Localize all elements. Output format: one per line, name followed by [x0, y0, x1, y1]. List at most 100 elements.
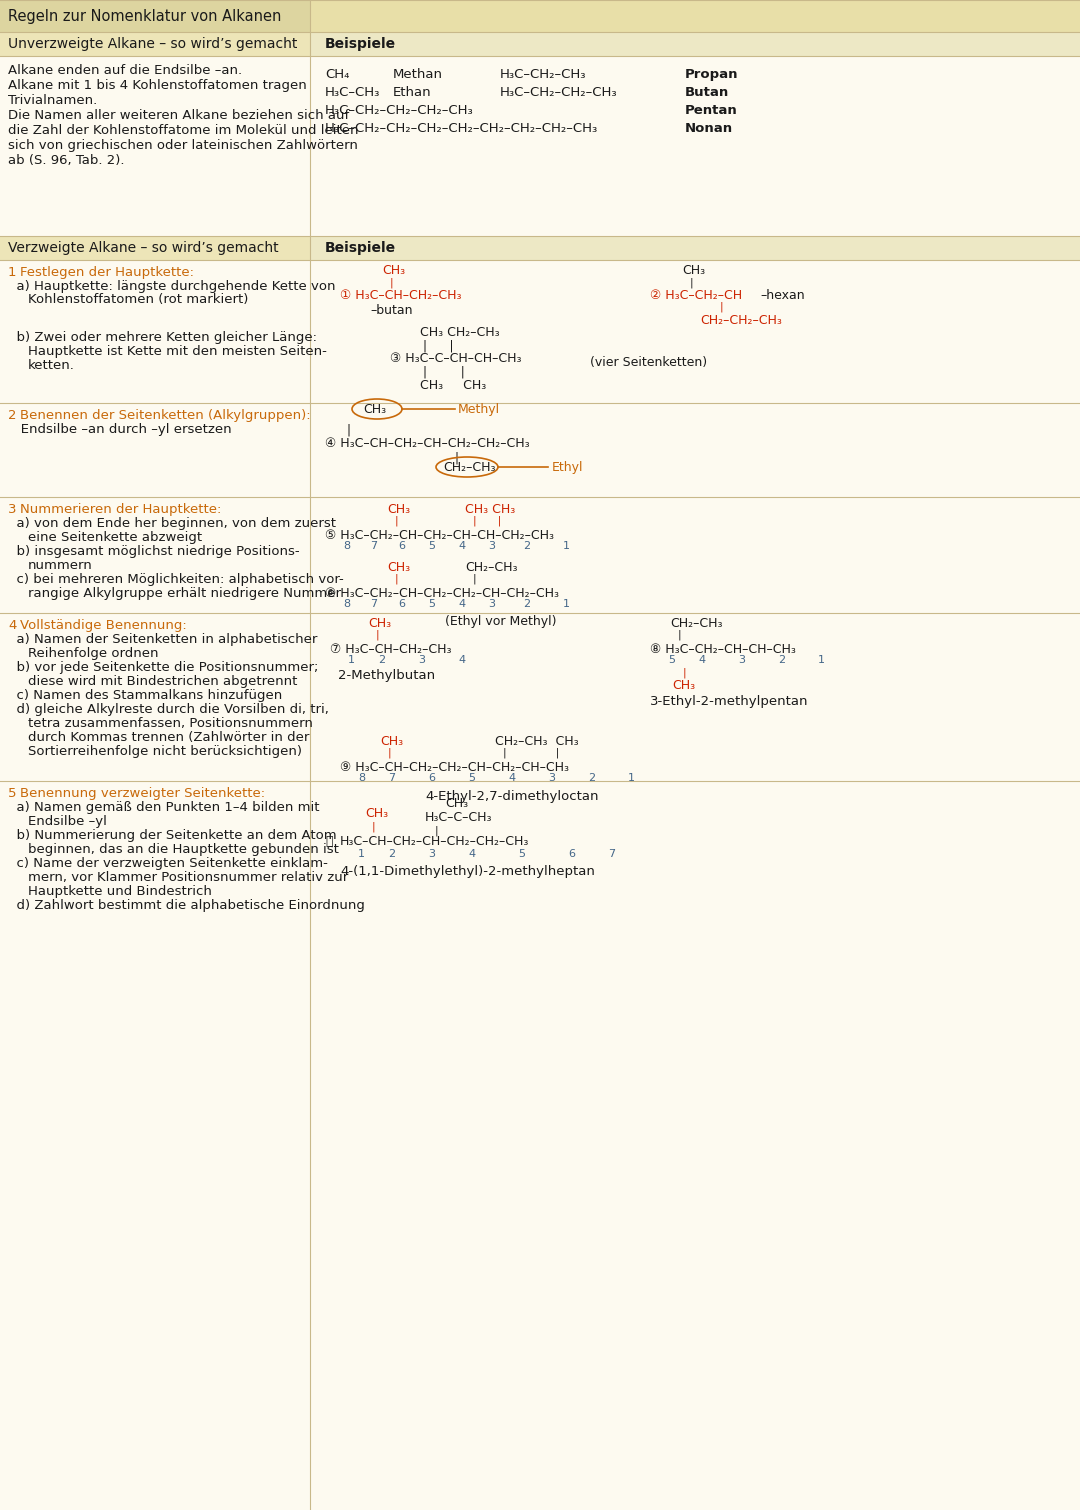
Text: a) Namen der Seitenketten in alphabetischer: a) Namen der Seitenketten in alphabetisc…	[8, 633, 318, 646]
Text: |      |: | |	[423, 340, 454, 352]
Text: a) von dem Ende her beginnen, von dem zuerst: a) von dem Ende her beginnen, von dem zu…	[8, 516, 336, 530]
Text: a) Hauptkette: längste durchgehende Kette von: a) Hauptkette: längste durchgehende Kett…	[8, 279, 336, 293]
Text: |: |	[388, 747, 392, 758]
Text: Trivialnamen.: Trivialnamen.	[8, 94, 97, 107]
Text: |: |	[435, 824, 438, 835]
Text: 2: 2	[778, 655, 785, 664]
Bar	[0, 0, 1080, 32]
Text: |: |	[395, 574, 399, 584]
Text: –butan: –butan	[370, 304, 413, 317]
Text: |: |	[390, 276, 393, 287]
Text: –hexan: –hexan	[760, 288, 805, 302]
Text: durch Kommas trennen (Zahlwörter in der: durch Kommas trennen (Zahlwörter in der	[28, 731, 309, 744]
Text: 1: 1	[563, 599, 570, 609]
Text: 3: 3	[548, 773, 555, 784]
Text: 4: 4	[508, 773, 515, 784]
Text: 3: 3	[738, 655, 745, 664]
Text: Unverzweigte Alkane – so wird’s gemacht: Unverzweigte Alkane – so wird’s gemacht	[8, 38, 297, 51]
Text: 2: 2	[523, 599, 530, 609]
Text: ⑨ H₃C–CH–CH₂–CH₂–CH–CH₂–CH–CH₃: ⑨ H₃C–CH–CH₂–CH₂–CH–CH₂–CH–CH₃	[340, 761, 569, 775]
Text: CH₂–CH₃: CH₂–CH₃	[465, 562, 517, 574]
Text: Nonan: Nonan	[685, 122, 733, 134]
Text: 8: 8	[357, 773, 365, 784]
Text: Die Namen aller weiteren Alkane beziehen sich auf: Die Namen aller weiteren Alkane beziehen…	[8, 109, 349, 122]
Text: Alkane mit 1 bis 4 Kohlenstoffatomen tragen: Alkane mit 1 bis 4 Kohlenstoffatomen tra…	[8, 79, 307, 92]
Text: |: |	[678, 630, 681, 640]
Text: Beispiele: Beispiele	[325, 242, 396, 255]
Text: CH₃ CH₃: CH₃ CH₃	[465, 503, 515, 516]
Text: Pentan: Pentan	[685, 104, 738, 116]
Text: mern, vor Klammer Positionsnummer relativ zur: mern, vor Klammer Positionsnummer relati…	[28, 871, 348, 883]
Text: 2: 2	[8, 409, 16, 421]
Text: 7: 7	[388, 773, 395, 784]
Text: ⑥ H₃C–CH₂–CH–CH₂–CH₂–CH–CH₂–CH₃: ⑥ H₃C–CH₂–CH–CH₂–CH₂–CH–CH₂–CH₃	[325, 587, 559, 599]
Text: c) Namen des Stammalkans hinzufügen: c) Namen des Stammalkans hinzufügen	[8, 689, 282, 702]
Text: ketten.: ketten.	[28, 359, 75, 371]
Text: H₃C–CH₂–CH₂–CH₃: H₃C–CH₂–CH₂–CH₃	[500, 86, 618, 100]
Text: Butan: Butan	[685, 86, 729, 100]
Text: 1: 1	[627, 773, 635, 784]
Text: Sortierreihenfolge nicht berücksichtigen): Sortierreihenfolge nicht berücksichtigen…	[28, 744, 302, 758]
Bar	[0, 236, 1080, 260]
Text: ⑧ H₃C–CH₂–CH–CH–CH₃: ⑧ H₃C–CH₂–CH–CH–CH₃	[650, 643, 796, 655]
Text: 1: 1	[348, 655, 355, 664]
Bar	[310, 32, 1080, 56]
Text: (vier Seitenketten): (vier Seitenketten)	[590, 356, 707, 368]
Text: rangige Alkylgruppe erhält niedrigere Nummer: rangige Alkylgruppe erhält niedrigere Nu…	[28, 587, 341, 599]
Text: CH₃: CH₃	[387, 503, 410, 516]
Text: |: |	[376, 630, 380, 640]
Text: 8: 8	[343, 599, 350, 609]
Text: 6: 6	[428, 773, 435, 784]
Text: Vollständige Benennung:: Vollständige Benennung:	[21, 619, 187, 633]
Text: 1: 1	[563, 541, 570, 551]
Text: |: |	[454, 451, 458, 464]
Text: 6: 6	[399, 541, 405, 551]
Text: |: |	[683, 667, 687, 678]
Text: 4-Ethyl-2,7-dimethyloctan: 4-Ethyl-2,7-dimethyloctan	[426, 790, 598, 803]
Text: b) insgesamt möglichst niedrige Positions-: b) insgesamt möglichst niedrige Position…	[8, 545, 299, 559]
Text: Endsilbe –an durch –yl ersetzen: Endsilbe –an durch –yl ersetzen	[8, 423, 231, 436]
Text: 4: 4	[698, 655, 705, 664]
Text: Reihenfolge ordnen: Reihenfolge ordnen	[28, 646, 159, 660]
Text: H₃C–CH₂–CH₃: H₃C–CH₂–CH₃	[500, 68, 586, 82]
Text: CH₃: CH₃	[445, 797, 468, 809]
Text: 4: 4	[458, 655, 465, 664]
Text: ⑤ H₃C–CH₂–CH–CH₂–CH–CH–CH₂–CH₃: ⑤ H₃C–CH₂–CH–CH₂–CH–CH–CH₂–CH₃	[325, 528, 554, 542]
Text: 4: 4	[458, 541, 465, 551]
Text: Beispiele: Beispiele	[325, 38, 396, 51]
Text: 5: 5	[518, 849, 525, 859]
Text: 3: 3	[418, 655, 426, 664]
Text: Ethyl: Ethyl	[552, 461, 583, 474]
Text: ① H₃C–CH–CH₂–CH₃: ① H₃C–CH–CH₂–CH₃	[340, 288, 461, 302]
Text: d) Zahlwort bestimmt die alphabetische Einordnung: d) Zahlwort bestimmt die alphabetische E…	[8, 898, 365, 912]
Text: CH₃: CH₃	[387, 562, 410, 574]
Text: 5: 5	[428, 541, 435, 551]
Text: CH₄: CH₄	[325, 68, 349, 82]
Text: b) Zwei oder mehrere Ketten gleicher Länge:: b) Zwei oder mehrere Ketten gleicher Län…	[8, 331, 318, 344]
Text: b) vor jede Seitenkette die Positionsnummer;: b) vor jede Seitenkette die Positionsnum…	[8, 661, 319, 673]
Text: 5: 5	[8, 787, 16, 800]
Text: 3: 3	[428, 849, 435, 859]
Text: 3: 3	[8, 503, 16, 516]
Bar	[0, 0, 310, 32]
Text: tetra zusammenfassen, Positionsnummern: tetra zusammenfassen, Positionsnummern	[28, 717, 313, 729]
Text: |: |	[690, 276, 693, 287]
Text: ⓘ: ⓘ	[325, 835, 333, 849]
Text: |              |: | |	[503, 747, 559, 758]
Text: Hauptkette und Bindestrich: Hauptkette und Bindestrich	[28, 885, 212, 898]
Text: CH₃: CH₃	[681, 264, 705, 276]
Text: 5: 5	[669, 655, 675, 664]
Text: CH₃: CH₃	[672, 680, 696, 692]
Text: c) Name der verzweigten Seitenkette einklam-: c) Name der verzweigten Seitenkette eink…	[8, 858, 328, 870]
Text: 1: 1	[818, 655, 825, 664]
Bar	[0, 32, 1080, 56]
Text: 2: 2	[523, 541, 530, 551]
Text: |      |: | |	[473, 516, 501, 527]
Text: 5: 5	[428, 599, 435, 609]
Text: beginnen, das an die Hauptkette gebunden ist: beginnen, das an die Hauptkette gebunden…	[28, 843, 339, 856]
Text: CH₂–CH₃: CH₂–CH₃	[443, 461, 496, 474]
Text: 2: 2	[378, 655, 386, 664]
Text: CH₂–CH₂–CH₃: CH₂–CH₂–CH₃	[700, 314, 782, 328]
Text: eine Seitenkette abzweigt: eine Seitenkette abzweigt	[28, 532, 202, 544]
Text: 7: 7	[370, 541, 377, 551]
